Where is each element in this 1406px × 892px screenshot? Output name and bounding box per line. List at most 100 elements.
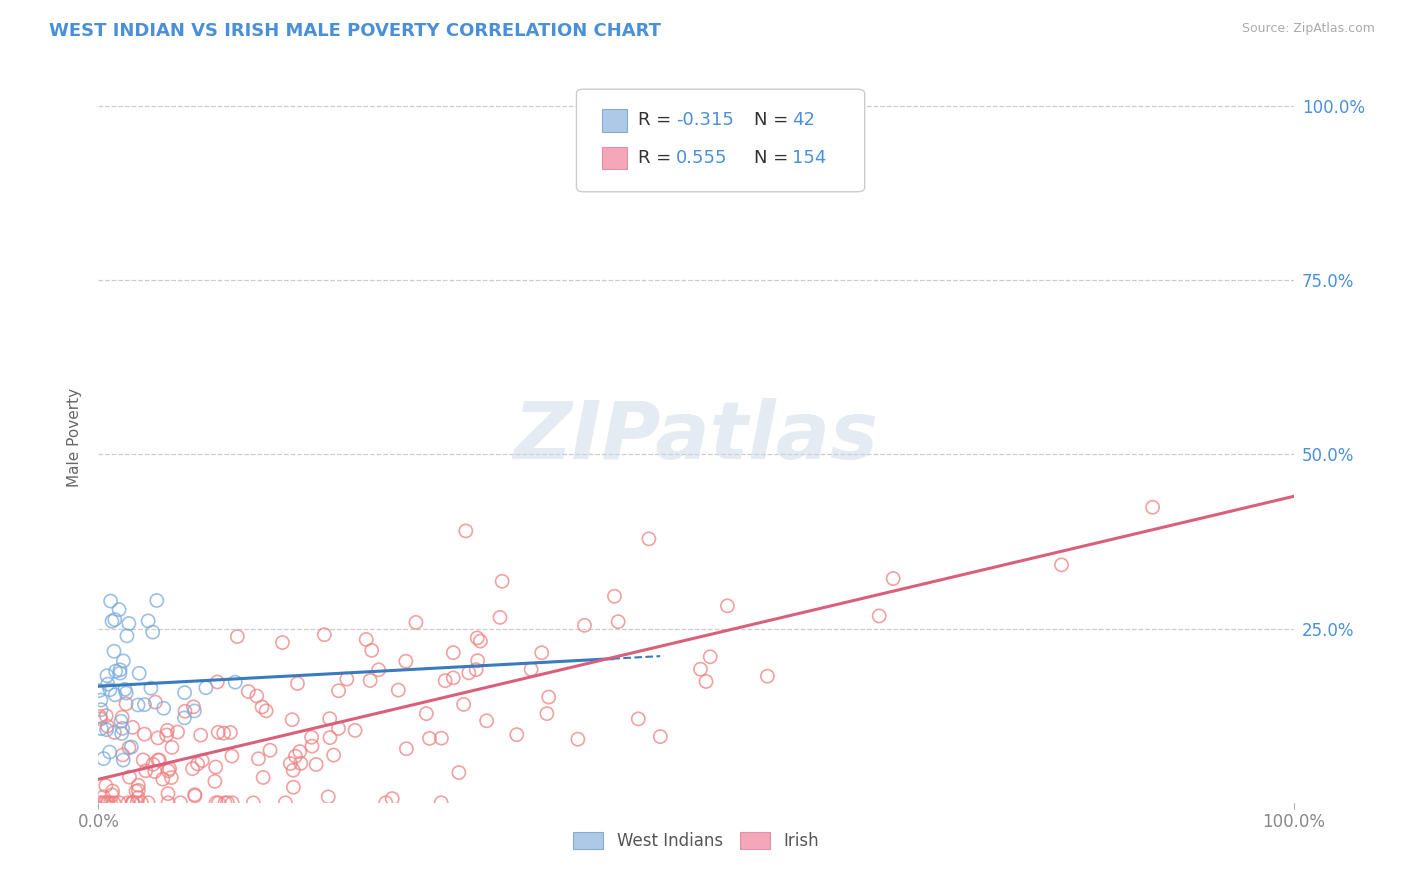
Point [115,686,138,700]
Point [100,796,122,810]
Point [284,749,307,764]
Point [506,728,529,742]
Point [207,725,229,739]
Text: N =: N = [754,112,793,129]
Point [115,697,138,711]
Point [359,673,381,688]
Point [183,699,205,714]
Point [146,753,169,767]
Text: 42: 42 [792,112,814,129]
Point [166,725,188,739]
Text: R =: R = [638,112,678,129]
Point [465,631,488,645]
Point [381,791,404,805]
Point [868,609,890,624]
Point [142,625,165,640]
Point [135,764,157,778]
Point [184,789,207,803]
Point [316,789,339,804]
Point [405,615,427,630]
Point [207,796,229,810]
Point [457,665,479,680]
Point [387,683,409,698]
Point [96,719,118,733]
Point [111,747,134,762]
Point [259,743,281,757]
Point [250,700,273,714]
Point [111,722,134,736]
Point [221,796,243,810]
Point [100,594,122,608]
Point [127,796,149,810]
Point [567,732,589,747]
Point [104,664,127,678]
Point [90,703,112,717]
Point [169,796,191,810]
Point [716,599,738,613]
Point [155,728,177,742]
Point [98,745,121,759]
Point [434,673,457,688]
Point [219,725,242,739]
Text: 154: 154 [792,149,825,167]
Point [89,796,111,810]
Point [475,714,498,728]
Point [152,772,174,787]
Point [145,695,167,709]
Point [271,635,294,649]
Point [156,787,179,801]
Point [152,701,174,715]
Point [118,740,141,755]
Point [322,747,344,762]
Point [93,751,115,765]
Point [530,646,553,660]
Point [157,764,180,778]
Point [607,615,630,629]
Point [281,713,304,727]
Point [224,675,246,690]
Point [574,618,596,632]
Point [96,796,118,810]
Point [122,796,145,810]
Point [454,524,477,538]
Point [103,644,125,658]
Point [160,771,183,785]
Point [441,646,464,660]
Point [97,796,120,810]
Point [627,712,650,726]
Point [187,756,209,771]
Point [360,643,382,657]
Point [183,788,205,802]
Point [110,714,132,729]
Point [97,677,120,691]
Point [637,532,659,546]
Point [89,709,111,723]
Y-axis label: Male Poverty: Male Poverty [67,387,83,487]
Point [301,730,323,744]
Point [374,796,396,810]
Point [354,632,377,647]
Point [121,796,143,810]
Point [756,669,779,683]
Point [127,778,149,792]
Text: WEST INDIAN VS IRISH MALE POVERTY CORRELATION CHART: WEST INDIAN VS IRISH MALE POVERTY CORREL… [49,22,661,40]
Point [191,754,214,768]
Point [121,720,143,734]
Point [108,796,131,810]
Point [132,753,155,767]
Point [207,675,229,690]
Point [650,730,672,744]
Point [318,712,340,726]
Point [159,762,181,776]
Point [101,788,124,802]
Point [108,666,131,681]
Point [89,683,111,698]
Point [1142,500,1164,515]
Point [134,727,156,741]
Point [96,708,118,723]
Point [173,685,195,699]
Point [465,663,488,677]
Point [174,704,197,718]
Point [882,572,904,586]
Point [217,796,239,810]
